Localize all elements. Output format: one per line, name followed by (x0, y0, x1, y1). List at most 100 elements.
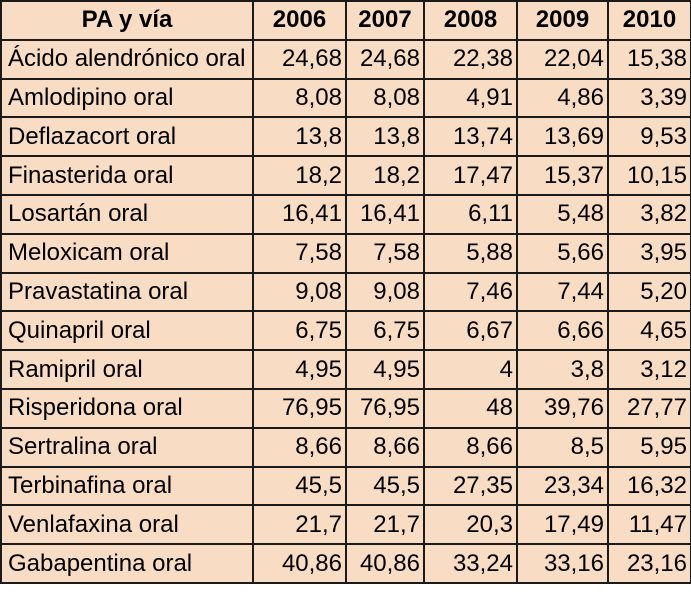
price-cell-2007: 16,41 (345, 193, 425, 235)
drug-name-cell: Ramipril oral (0, 349, 254, 390)
header-2008: 2008 (423, 0, 518, 41)
price-cell-2010: 4,65 (607, 310, 691, 352)
price-cell-2008: 17,47 (423, 155, 518, 196)
price-cell-2008: 22,38 (423, 38, 518, 80)
price-cell-2006: 13,8 (252, 116, 347, 158)
drug-name-cell: Finasterida oral (0, 155, 254, 196)
price-cell-2006: 76,95 (252, 387, 347, 429)
price-cell-2006: 7,58 (252, 232, 347, 274)
drug-name-cell: Amlodipino oral (0, 77, 254, 119)
drug-name-cell: Sertralina oral (0, 426, 254, 468)
price-cell-2006: 9,08 (252, 271, 347, 313)
price-cell-2010: 27,77 (607, 387, 691, 429)
price-cell-2007: 45,5 (345, 465, 425, 507)
price-cell-2009: 15,37 (516, 155, 609, 196)
drug-name-cell: Risperidona oral (0, 387, 254, 429)
price-cell-2010: 16,32 (607, 465, 691, 507)
price-cell-2007: 9,08 (345, 271, 425, 313)
price-cell-2006: 45,5 (252, 465, 347, 507)
table-row: Risperidona oral 76,95 76,95 48 39,76 27,77 (0, 387, 691, 429)
price-cell-2006: 8,66 (252, 426, 347, 468)
price-cell-2008: 5,88 (423, 232, 518, 274)
header-2006: 2006 (252, 0, 347, 41)
price-cell-2009: 4,86 (516, 77, 609, 119)
price-cell-2007: 8,66 (345, 426, 425, 468)
header-2010: 2010 (607, 0, 691, 41)
table-row: Ácido alendrónico oral 24,68 24,68 22,38 22,… (0, 38, 691, 80)
price-cell-2010: 3,95 (607, 232, 691, 274)
price-cell-2008: 4 (423, 349, 518, 390)
price-cell-2006: 8,08 (252, 77, 347, 119)
price-cell-2007: 76,95 (345, 387, 425, 429)
price-cell-2007: 24,68 (345, 38, 425, 80)
price-cell-2007: 7,58 (345, 232, 425, 274)
price-cell-2009: 6,66 (516, 310, 609, 352)
price-cell-2007: 8,08 (345, 77, 425, 119)
price-cell-2006: 24,68 (252, 38, 347, 80)
price-cell-2010: 23,16 (607, 543, 691, 584)
price-cell-2009: 5,48 (516, 193, 609, 235)
table-row: Pravastatina oral 9,08 9,08 7,46 7,44 5,20 (0, 271, 691, 313)
price-cell-2010: 9,53 (607, 116, 691, 158)
price-cell-2008: 20,3 (423, 504, 518, 546)
drug-name-cell: Deflazacort oral (0, 116, 254, 158)
price-cell-2009: 13,69 (516, 116, 609, 158)
table-row: Ramipril oral 4,95 4,95 4 3,8 3,12 (0, 349, 691, 390)
price-cell-2010: 3,82 (607, 193, 691, 235)
drug-name-cell: Venlafaxina oral (0, 504, 254, 546)
price-cell-2009: 8,5 (516, 426, 609, 468)
drug-name-cell: Gabapentina oral (0, 543, 254, 584)
drug-name-cell: Pravastatina oral (0, 271, 254, 313)
price-cell-2008: 48 (423, 387, 518, 429)
price-cell-2008: 27,35 (423, 465, 518, 507)
table-row: Sertralina oral 8,66 8,66 8,66 8,5 5,95 (0, 426, 691, 468)
table-row: Losartán oral 16,41 16,41 6,11 5,48 3,82 (0, 193, 691, 235)
header-active-ingredient: PA y vía (0, 0, 254, 41)
price-cell-2008: 6,67 (423, 310, 518, 352)
price-table: PA y vía 2006 2007 2008 2009 2010 Ácido alend… (0, 0, 691, 584)
header-2007: 2007 (345, 0, 425, 41)
table-row: Quinapril oral 6,75 6,75 6,67 6,66 4,65 (0, 310, 691, 352)
price-cell-2007: 13,8 (345, 116, 425, 158)
price-cell-2006: 40,86 (252, 543, 347, 584)
price-cell-2010: 5,20 (607, 271, 691, 313)
table-row: Amlodipino oral 8,08 8,08 4,91 4,86 3,39 (0, 77, 691, 119)
drug-name-cell: Terbinafina oral (0, 465, 254, 507)
price-cell-2010: 3,12 (607, 349, 691, 390)
price-cell-2007: 40,86 (345, 543, 425, 584)
price-cell-2006: 21,7 (252, 504, 347, 546)
price-cell-2006: 6,75 (252, 310, 347, 352)
drug-name-cell: Ácido alendrónico oral (0, 38, 254, 80)
header-2009: 2009 (516, 0, 609, 41)
table-row: Venlafaxina oral 21,7 21,7 20,3 17,49 11,47 (0, 504, 691, 546)
table-row: Meloxicam oral 7,58 7,58 5,88 5,66 3,95 (0, 232, 691, 274)
price-cell-2007: 4,95 (345, 349, 425, 390)
table-row: Gabapentina oral 40,86 40,86 33,24 33,16 23,1… (0, 543, 691, 584)
price-cell-2009: 17,49 (516, 504, 609, 546)
price-cell-2007: 21,7 (345, 504, 425, 546)
price-cell-2010: 11,47 (607, 504, 691, 546)
table-row: Terbinafina oral 45,5 45,5 27,35 23,34 16,32 (0, 465, 691, 507)
price-cell-2008: 7,46 (423, 271, 518, 313)
price-cell-2008: 4,91 (423, 77, 518, 119)
price-cell-2010: 3,39 (607, 77, 691, 119)
price-cell-2009: 3,8 (516, 349, 609, 390)
price-cell-2008: 6,11 (423, 193, 518, 235)
price-cell-2010: 5,95 (607, 426, 691, 468)
table-row: Finasterida oral 18,2 18,2 17,47 15,37 10,15 (0, 155, 691, 196)
price-cell-2007: 18,2 (345, 155, 425, 196)
price-cell-2009: 5,66 (516, 232, 609, 274)
drug-name-cell: Meloxicam oral (0, 232, 254, 274)
price-cell-2010: 10,15 (607, 155, 691, 196)
table-row: Deflazacort oral 13,8 13,8 13,74 13,69 9,53 (0, 116, 691, 158)
price-cell-2008: 8,66 (423, 426, 518, 468)
header-row: PA y vía 2006 2007 2008 2009 2010 (0, 0, 691, 41)
drug-name-cell: Quinapril oral (0, 310, 254, 352)
price-cell-2006: 18,2 (252, 155, 347, 196)
price-cell-2006: 4,95 (252, 349, 347, 390)
price-cell-2008: 13,74 (423, 116, 518, 158)
price-cell-2006: 16,41 (252, 193, 347, 235)
price-cell-2008: 33,24 (423, 543, 518, 584)
price-cell-2009: 39,76 (516, 387, 609, 429)
drug-name-cell: Losartán oral (0, 193, 254, 235)
